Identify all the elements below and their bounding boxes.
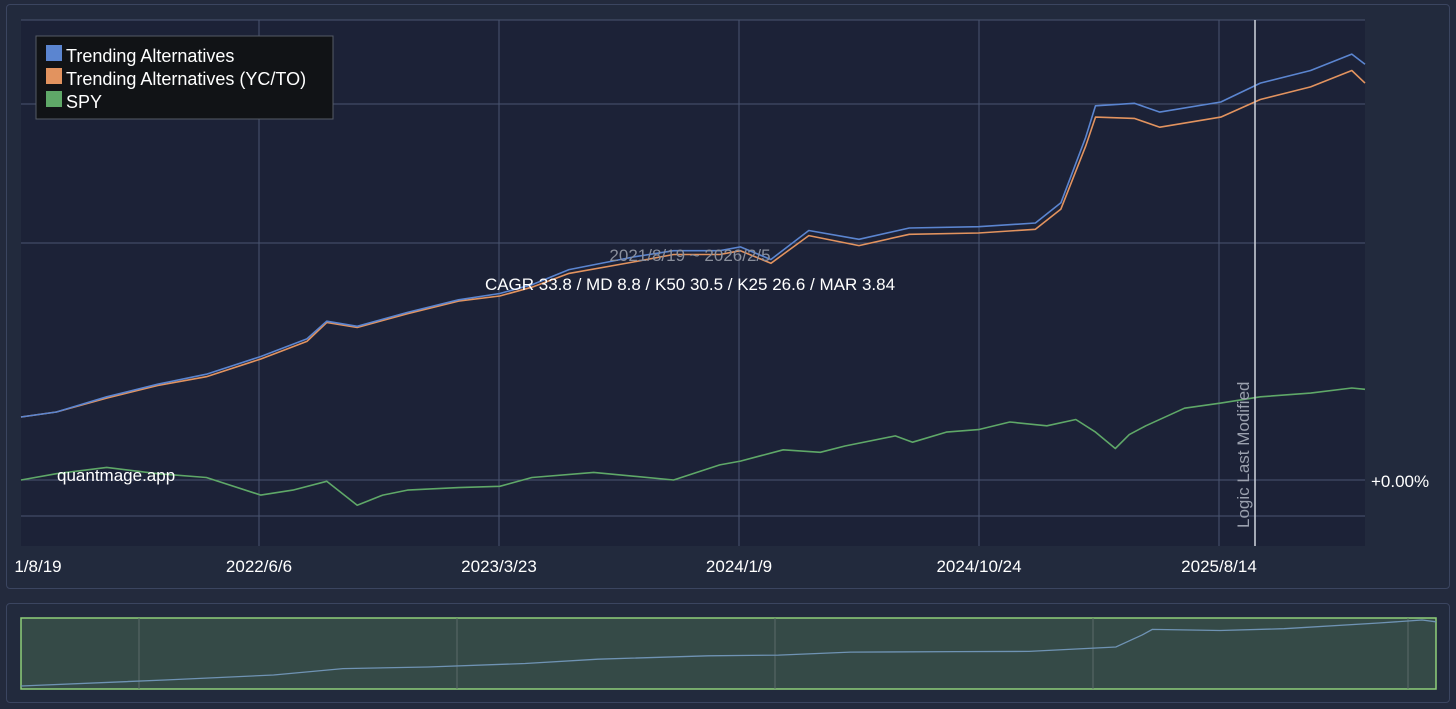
- legend[interactable]: Trending Alternatives Trending Alternati…: [35, 35, 334, 120]
- legend-swatch-trending-alternatives: [46, 45, 62, 61]
- navigator[interactable]: [20, 617, 1437, 690]
- navigator-series: [20, 619, 1437, 687]
- stats-label: CAGR 33.8 / MD 8.8 / K50 30.5 / K25 26.6…: [485, 275, 895, 294]
- date-range-label: 2021/8/19 ~ 2026/2/5: [609, 246, 770, 265]
- series-line-0: [20, 53, 1366, 418]
- series-line-2: [20, 387, 1366, 507]
- x-axis: 1/8/19 2022/6/6 2023/3/23 2024/1/9 2024/…: [14, 557, 1256, 576]
- watermark: quantmage.app: [57, 466, 175, 485]
- series-lines: [20, 53, 1366, 507]
- legend-label-spy[interactable]: SPY: [66, 92, 102, 112]
- navigator-window[interactable]: [20, 617, 1437, 690]
- legend-swatch-spy: [46, 91, 62, 107]
- x-tick-label: 2023/3/23: [461, 557, 537, 576]
- series-line-1: [20, 69, 1366, 418]
- navigator-line: [20, 619, 1437, 687]
- x-tick-label: 2022/6/6: [226, 557, 292, 576]
- legend-label-trending-alternatives-yc-to[interactable]: Trending Alternatives (YC/TO): [66, 69, 306, 89]
- legend-swatch-trending-alternatives-yc-to: [46, 68, 62, 84]
- x-tick-label: 2024/1/9: [706, 557, 772, 576]
- legend-label-trending-alternatives[interactable]: Trending Alternatives: [66, 46, 234, 66]
- x-tick-label: 1/8/19: [14, 557, 61, 576]
- y-tick-label: +0.00%: [1371, 472, 1429, 491]
- legend-box: [35, 35, 334, 120]
- logic-last-modified-label: Logic Last Modified: [1234, 382, 1253, 528]
- navigator-grid: [138, 618, 1409, 689]
- x-tick-label: 2025/8/14: [1181, 557, 1257, 576]
- x-tick-label: 2024/10/24: [936, 557, 1021, 576]
